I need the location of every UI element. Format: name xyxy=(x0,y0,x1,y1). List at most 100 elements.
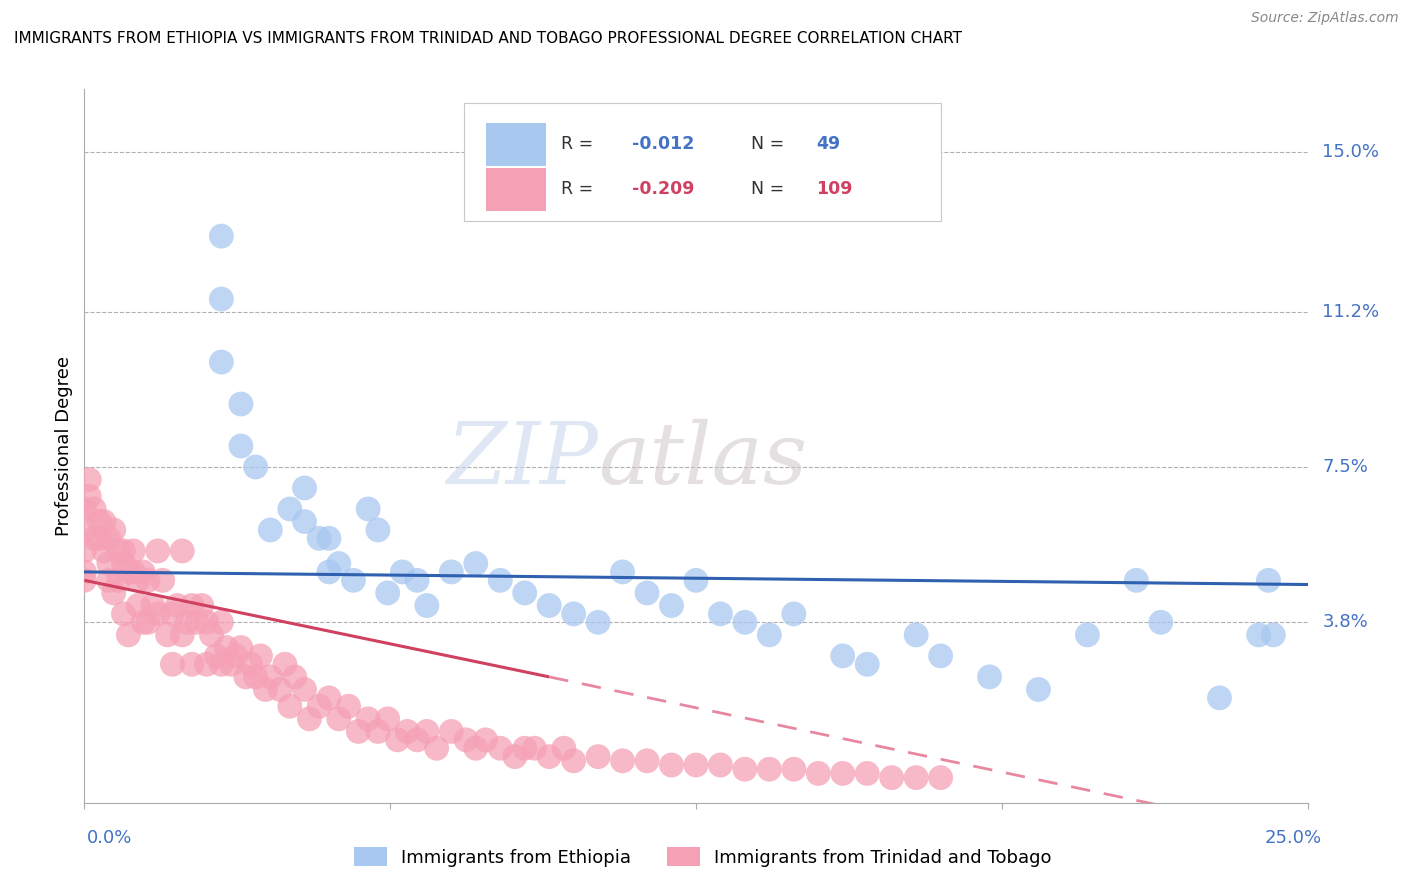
Point xyxy=(225,648,247,663)
FancyBboxPatch shape xyxy=(485,169,546,211)
Point xyxy=(205,648,228,663)
Point xyxy=(523,741,546,756)
Point xyxy=(117,628,139,642)
Point xyxy=(377,712,399,726)
Point xyxy=(127,574,149,588)
Point xyxy=(783,607,806,621)
Point xyxy=(416,599,439,613)
Point xyxy=(162,657,184,672)
Point xyxy=(278,699,301,714)
Point xyxy=(73,523,96,537)
Point xyxy=(73,544,96,558)
Point xyxy=(249,648,271,663)
Point xyxy=(734,615,756,630)
Point xyxy=(538,599,561,613)
Point xyxy=(318,532,340,546)
Point xyxy=(328,557,350,571)
Point xyxy=(209,292,232,306)
Point xyxy=(562,754,585,768)
Point xyxy=(200,628,222,642)
Point xyxy=(73,502,96,516)
Point xyxy=(426,741,449,756)
Point xyxy=(377,586,399,600)
Point xyxy=(97,574,120,588)
Point xyxy=(1247,628,1270,642)
Point xyxy=(454,732,477,747)
Point xyxy=(538,749,561,764)
Point xyxy=(235,670,257,684)
Point xyxy=(117,565,139,579)
Point xyxy=(136,615,159,630)
Point xyxy=(209,355,232,369)
Point xyxy=(337,699,360,714)
Point xyxy=(1150,615,1173,630)
Text: 3.8%: 3.8% xyxy=(1322,614,1368,632)
Point xyxy=(83,532,105,546)
Point xyxy=(278,502,301,516)
Point xyxy=(142,599,165,613)
Point xyxy=(318,690,340,705)
Text: atlas: atlas xyxy=(598,419,807,501)
Point xyxy=(1208,690,1230,705)
Point xyxy=(195,657,218,672)
Point xyxy=(93,515,115,529)
Point xyxy=(162,607,184,621)
Point xyxy=(440,724,463,739)
Point xyxy=(1076,628,1098,642)
Point xyxy=(979,670,1001,684)
Point xyxy=(586,749,609,764)
Point xyxy=(342,574,364,588)
Point xyxy=(77,473,100,487)
Point xyxy=(308,532,330,546)
Point xyxy=(93,544,115,558)
Point xyxy=(734,762,756,776)
Point xyxy=(229,640,252,655)
Point xyxy=(612,565,634,579)
Text: -0.012: -0.012 xyxy=(633,136,695,153)
Point xyxy=(181,657,204,672)
Point xyxy=(783,762,806,776)
Point xyxy=(112,557,135,571)
Point xyxy=(294,515,316,529)
Point xyxy=(259,670,281,684)
Point xyxy=(215,640,238,655)
Text: N =: N = xyxy=(751,136,790,153)
Point xyxy=(391,565,413,579)
Point xyxy=(474,732,496,747)
Point xyxy=(905,628,928,642)
Point xyxy=(107,574,129,588)
Text: 49: 49 xyxy=(815,136,839,153)
Point xyxy=(87,515,110,529)
Point xyxy=(347,724,370,739)
Point xyxy=(77,489,100,503)
Point xyxy=(513,741,536,756)
Y-axis label: Professional Degree: Professional Degree xyxy=(55,356,73,536)
Point xyxy=(440,565,463,579)
Point xyxy=(387,732,409,747)
Point xyxy=(87,532,110,546)
Point xyxy=(229,397,252,411)
Point xyxy=(929,648,952,663)
Point xyxy=(245,670,267,684)
Point xyxy=(880,771,903,785)
Point xyxy=(1028,682,1050,697)
Text: 0.0%: 0.0% xyxy=(87,829,132,847)
Point xyxy=(166,599,188,613)
Point xyxy=(685,574,707,588)
Point xyxy=(181,599,204,613)
Point xyxy=(357,712,380,726)
Point xyxy=(586,615,609,630)
Point xyxy=(122,565,145,579)
Point xyxy=(245,460,267,475)
Point xyxy=(209,657,232,672)
Point xyxy=(209,229,232,244)
Text: 11.2%: 11.2% xyxy=(1322,302,1379,321)
Point xyxy=(156,628,179,642)
Point xyxy=(489,741,512,756)
Point xyxy=(612,754,634,768)
Text: -0.209: -0.209 xyxy=(633,180,695,198)
Text: Source: ZipAtlas.com: Source: ZipAtlas.com xyxy=(1251,12,1399,25)
Point xyxy=(127,599,149,613)
FancyBboxPatch shape xyxy=(464,103,941,221)
Point xyxy=(73,574,96,588)
